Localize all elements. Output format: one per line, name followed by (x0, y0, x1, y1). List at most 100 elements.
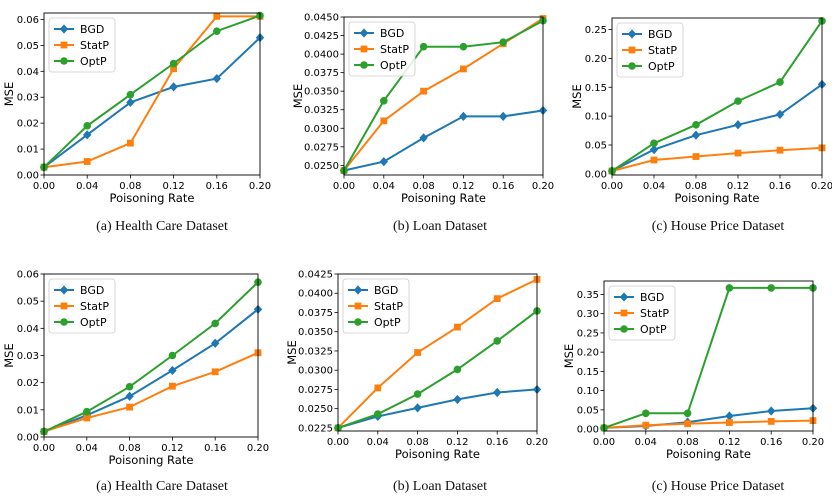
x-axis-label: Poisoning Rate (666, 447, 751, 461)
chart-house-price-top: 0.00 0.04 0.08 0.12 0.16 0.20 0.00 0.05 0.10 0.15… (570, 17, 832, 205)
data-point-bgd (691, 130, 701, 140)
x-tick-label: 0.16 (204, 443, 226, 454)
y-tick-label: 0.0325 (298, 346, 333, 357)
x-tick-label: 0.04 (643, 181, 665, 192)
data-point-optp (125, 382, 134, 391)
y-tick-label: 0.0400 (304, 50, 339, 61)
data-point-bgd (733, 120, 743, 130)
y-tick-label: 0.05 (585, 140, 607, 151)
x-tick-label: 0.08 (412, 181, 434, 192)
x-tick-label: 0.12 (727, 181, 749, 192)
y-tick-label: 0.0400 (298, 289, 333, 300)
x-tick-label: 0.12 (446, 437, 468, 448)
x-tick-label: 0.08 (676, 437, 698, 448)
legend-marker-bgd (627, 29, 637, 39)
y-tick-label: 0.01 (17, 145, 39, 156)
data-point-statp (642, 421, 650, 429)
data-point-optp (776, 78, 784, 86)
data-point-statp (684, 420, 691, 428)
y-tick-label: 0.00 (17, 433, 39, 444)
legend-label-bgd: BGD (80, 284, 104, 297)
x-tick-label: 0.00 (601, 181, 623, 192)
data-point-bgd (459, 111, 468, 121)
x-tick-label: 0.20 (811, 181, 832, 192)
x-tick-label: 0.08 (406, 437, 428, 448)
data-point-bgd (649, 145, 659, 155)
y-axis-label: MSE (2, 82, 16, 107)
data-point-bgd (775, 109, 785, 119)
x-tick-label: 0.20 (247, 443, 269, 454)
plot-frame (343, 16, 544, 176)
y-axis-label: MSE (285, 340, 299, 365)
data-point-statp (692, 153, 700, 160)
legend-label-optp: OptP (380, 59, 407, 72)
y-tick-label: 0.25 (577, 328, 599, 339)
data-point-bgd (126, 97, 135, 108)
x-axis-label: Poisoning Rate (109, 453, 194, 467)
series-line-statp (603, 419, 814, 429)
legend-label-bgd: BGD (80, 23, 104, 36)
data-point-bgd (453, 394, 462, 405)
legend-label-optp: OptP (80, 55, 107, 68)
data-point-statp (374, 384, 382, 392)
y-tick-label: 0.0350 (298, 327, 333, 338)
legend-marker-optp (360, 61, 368, 69)
series-line-statp (337, 278, 538, 429)
y-tick-label: 0.0250 (304, 161, 339, 172)
chart-health-care-bottom: 0.00 0.04 0.08 0.12 0.16 0.20 0.00 0.01 0.02 0.03… (2, 270, 269, 468)
y-tick-label: 0.05 (17, 41, 39, 52)
y-tick-label: 0.15 (577, 367, 599, 378)
x-tick-label: 0.16 (760, 437, 782, 448)
data-point-optp (499, 38, 508, 47)
data-point-optp (725, 284, 734, 292)
y-tick-label: 0.0375 (304, 68, 339, 79)
legend-label-bgd: BGD (640, 291, 664, 304)
legend-marker-bgd (59, 24, 69, 34)
legend-label-statp: StatP (648, 44, 677, 57)
y-axis-label: MSE (2, 343, 16, 368)
data-point-bgd (419, 133, 428, 143)
data-point-optp (493, 337, 502, 345)
legend-marker-statp (60, 41, 68, 49)
y-tick-label: 0.15 (585, 83, 607, 94)
data-point-bgd (169, 82, 178, 92)
series-line-bgd (343, 109, 544, 172)
data-point-statp (126, 403, 133, 411)
data-point-statp (420, 87, 427, 95)
x-tick-label: 0.20 (249, 181, 271, 192)
y-tick-label: 0.03 (17, 351, 39, 362)
data-point-statp (776, 146, 784, 154)
series-line-statp (43, 15, 260, 169)
data-point-optp (413, 390, 422, 398)
y-tick-label: 0.30 (577, 309, 599, 320)
x-tick-label: 0.12 (161, 443, 183, 454)
data-point-optp (642, 409, 650, 418)
legend-label-statp: StatP (374, 300, 403, 313)
x-tick-label: 0.12 (162, 181, 184, 192)
data-point-optp (650, 139, 658, 148)
legend-label-optp: OptP (648, 60, 675, 73)
chart-health-care-top: 0.00 0.04 0.08 0.12 0.16 0.20 0.00 0.01 0.02 0.03… (2, 11, 271, 205)
legend-marker-optp (628, 62, 636, 70)
y-tick-label: 0.00 (577, 425, 599, 436)
y-tick-label: 0.06 (17, 270, 39, 281)
legend-marker-statp (628, 46, 636, 54)
data-point-statp (213, 12, 221, 20)
x-axis-label: Poisoning Rate (675, 191, 760, 205)
y-tick-label: 0.00 (585, 169, 607, 180)
y-tick-label: 0.05 (577, 405, 599, 416)
series-line-optp (43, 281, 259, 433)
y-tick-label: 0.35 (577, 290, 599, 301)
x-tick-label: 0.16 (769, 181, 791, 192)
data-point-bgd (767, 406, 776, 416)
legend-marker-optp (60, 318, 68, 326)
legend-label-statp: StatP (640, 307, 669, 320)
x-tick-label: 0.04 (367, 437, 389, 448)
data-point-optp (459, 42, 468, 51)
data-point-optp (419, 42, 428, 51)
plot-frame (603, 280, 814, 432)
y-tick-label: 0.04 (17, 67, 39, 78)
data-point-statp (83, 414, 91, 422)
y-tick-label: 0.06 (17, 15, 39, 26)
